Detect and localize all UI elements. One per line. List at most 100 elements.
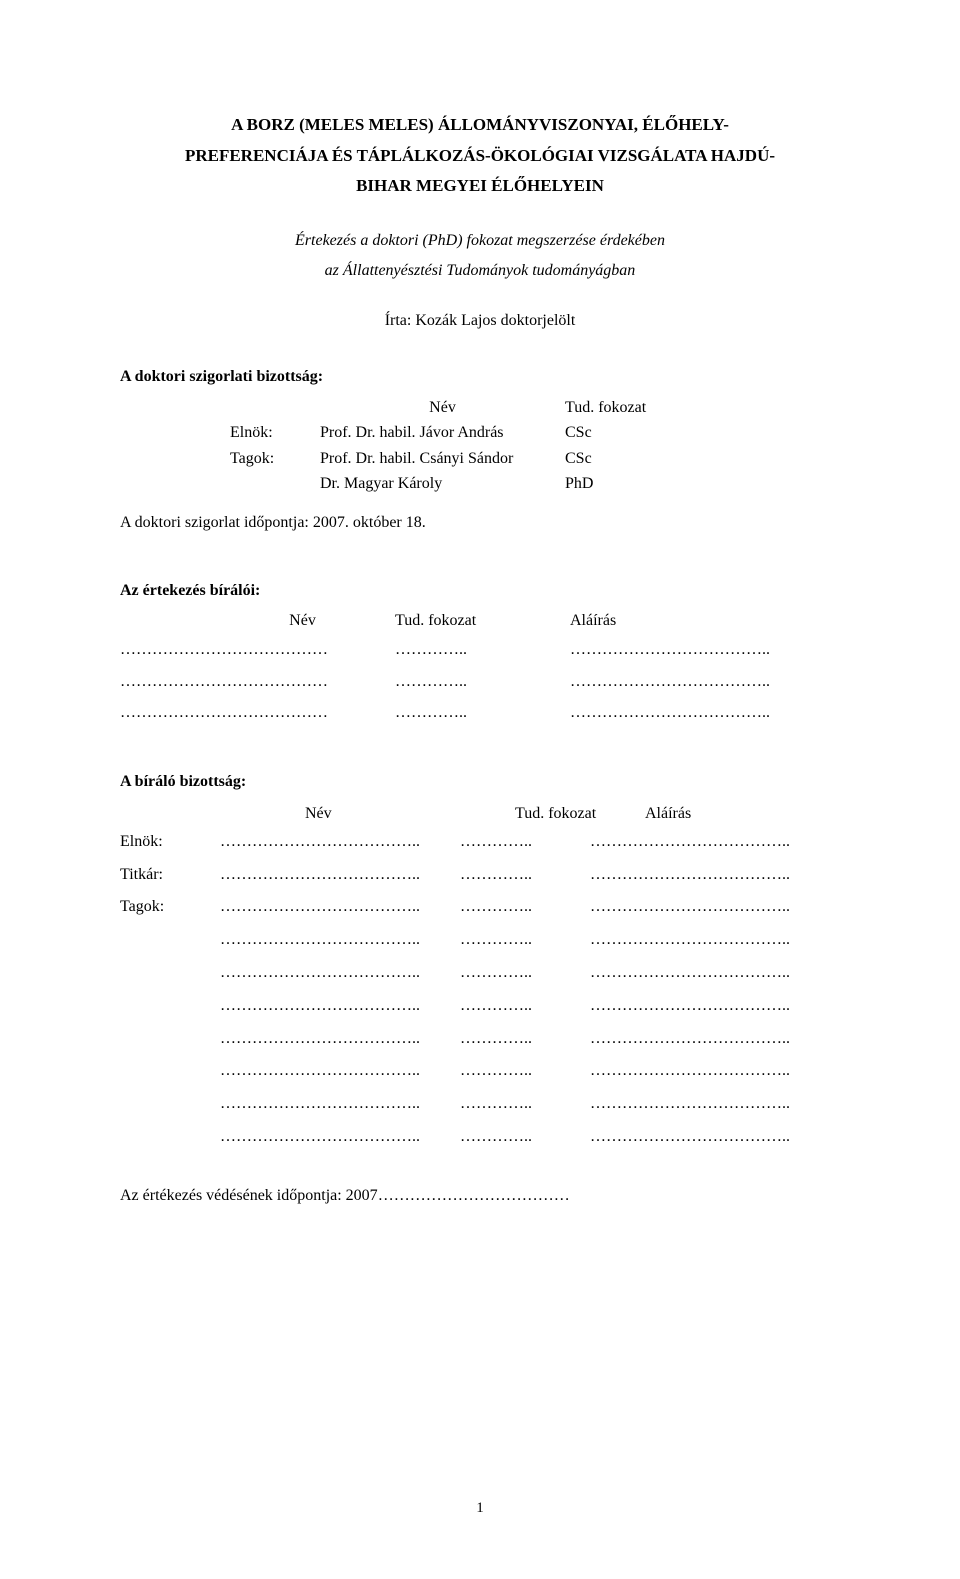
judging-name-dots: ……………………………….. <box>220 826 460 859</box>
judging-sig-dots: ……………………………….. <box>590 1088 840 1121</box>
judging-sig-header: Aláírás <box>645 802 840 826</box>
reviewer-degree-dots: ………….. <box>395 635 570 665</box>
reviewer-sig-header: Aláírás <box>570 609 840 633</box>
committee-row: Dr. Magyar Károly PhD <box>120 471 840 497</box>
reviewer-name-dots: ………………………………… <box>120 667 395 697</box>
judging-sig-dots: ……………………………….. <box>590 990 840 1023</box>
reviewer-degree-dots: ………….. <box>395 667 570 697</box>
judging-role <box>120 1121 220 1154</box>
judging-name-dots: ……………………………….. <box>220 859 460 892</box>
doctoral-committee-section: A doktori szigorlati bizottság: Név Tud.… <box>120 365 840 497</box>
page-number: 1 <box>0 1497 960 1520</box>
judging-name-dots: ……………………………….. <box>220 924 460 957</box>
judging-degree-dots: ………….. <box>460 1088 590 1121</box>
judging-role <box>120 957 220 990</box>
committee-degree: CSc <box>565 446 840 472</box>
judging-name-dots: ……………………………….. <box>220 891 460 924</box>
committee-name-header: Név <box>320 395 565 421</box>
judging-role <box>120 990 220 1023</box>
judging-role: Elnök: <box>120 826 220 859</box>
defense-date-label: Az értékezés védésének időpontja: 2007 <box>120 1187 378 1204</box>
reviewer-name-dots: ………………………………… <box>120 635 395 665</box>
committee-row: Tagok: Prof. Dr. habil. Csányi Sándor CS… <box>120 446 840 472</box>
judging-role <box>120 1088 220 1121</box>
judging-heading: A bíráló bizottság: <box>120 770 840 794</box>
reviewer-header: Név Tud. fokozat Aláírás <box>120 609 840 633</box>
judging-sig-dots: ……………………………….. <box>590 1055 840 1088</box>
committee-name: Prof. Dr. habil. Csányi Sándor <box>320 446 565 472</box>
judging-row: ……………………………….. ………….. ……………………………….. <box>120 1055 840 1088</box>
doctoral-committee-heading: A doktori szigorlati bizottság: <box>120 365 840 389</box>
reviewer-row: ………………………………… ………….. ……………………………….. <box>120 667 840 697</box>
judging-name-dots: ……………………………….. <box>220 1055 460 1088</box>
title-line-3: BIHAR MEGYEI ÉLŐHELYEIN <box>120 171 840 202</box>
judging-row: ……………………………….. ………….. ……………………………….. <box>120 924 840 957</box>
title-line-2: PREFERENCIÁJA ÉS TÁPLÁLKOZÁS-ÖKOLÓGIAI V… <box>120 141 840 172</box>
judging-degree-dots: ………….. <box>460 924 590 957</box>
committee-row: Elnök: Prof. Dr. habil. Jávor András CSc <box>120 420 840 446</box>
judging-degree-dots: ………….. <box>460 1121 590 1154</box>
judging-name-dots: ……………………………….. <box>220 990 460 1023</box>
committee-degree: PhD <box>565 471 840 497</box>
judging-sig-dots: ……………………………….. <box>590 1121 840 1154</box>
committee-role: Elnök: <box>120 420 320 446</box>
reviewer-sig-dots: ……………………………….. <box>570 667 840 697</box>
judging-sig-dots: ……………………………….. <box>590 859 840 892</box>
judging-degree-dots: ………….. <box>460 957 590 990</box>
thesis-subtitle: Értekezés a doktori (PhD) fokozat megsze… <box>120 226 840 287</box>
judging-row: Tagok: ……………………………….. ………….. ……………………………… <box>120 891 840 924</box>
committee-name: Dr. Magyar Károly <box>320 471 565 497</box>
exam-date: A doktori szigorlat időpontja: 2007. okt… <box>120 511 840 535</box>
reviewer-sig-dots: ……………………………….. <box>570 635 840 665</box>
judging-degree-dots: ………….. <box>460 990 590 1023</box>
judging-role <box>120 1023 220 1056</box>
reviewer-degree-dots: ………….. <box>395 698 570 728</box>
committee-header: Név Tud. fokozat <box>120 395 840 421</box>
judging-name-dots: ……………………………….. <box>220 957 460 990</box>
judging-name-header: Név <box>305 802 515 826</box>
judging-sig-dots: ……………………………….. <box>590 957 840 990</box>
committee-degree-header: Tud. fokozat <box>565 395 840 421</box>
reviewers-heading: Az értekezés bírálói: <box>120 579 840 603</box>
reviewer-degree-header: Tud. fokozat <box>395 609 570 633</box>
judging-row: Titkár: ……………………………….. ………….. …………………………… <box>120 859 840 892</box>
judging-degree-dots: ………….. <box>460 891 590 924</box>
judging-row: Elnök: ……………………………….. ………….. ……………………………… <box>120 826 840 859</box>
committee-role <box>120 471 320 497</box>
committee-role: Tagok: <box>120 446 320 472</box>
judging-sig-dots: ……………………………….. <box>590 1023 840 1056</box>
judging-row: ……………………………….. ………….. ……………………………….. <box>120 990 840 1023</box>
reviewer-row: ………………………………… ………….. ……………………………….. <box>120 698 840 728</box>
subtitle-line-2: az Állattenyésztési Tudományok tudományá… <box>120 256 840 286</box>
judging-degree-header: Tud. fokozat <box>515 802 645 826</box>
reviewer-row: ………………………………… ………….. ……………………………….. <box>120 635 840 665</box>
judging-section: A bíráló bizottság: Név Tud. fokozat Alá… <box>120 770 840 1154</box>
judging-degree-dots: ………….. <box>460 859 590 892</box>
judging-role <box>120 924 220 957</box>
judging-header: Név Tud. fokozat Aláírás <box>120 802 840 826</box>
committee-name: Prof. Dr. habil. Jávor András <box>320 420 565 446</box>
judging-row: ……………………………….. ………….. ……………………………….. <box>120 1121 840 1154</box>
thesis-title: A BORZ (MELES MELES) ÁLLOMÁNYVISZONYAI, … <box>120 110 840 202</box>
subtitle-line-1: Értekezés a doktori (PhD) fokozat megsze… <box>120 226 840 256</box>
author-line: Írta: Kozák Lajos doktorjelölt <box>120 309 840 333</box>
judging-row: ……………………………….. ………….. ……………………………….. <box>120 957 840 990</box>
defense-date: Az értékezés védésének időpontja: 2007……… <box>120 1184 840 1208</box>
judging-sig-dots: ……………………………….. <box>590 891 840 924</box>
judging-role <box>120 1055 220 1088</box>
judging-degree-dots: ………….. <box>460 1055 590 1088</box>
judging-role: Tagok: <box>120 891 220 924</box>
judging-name-dots: ……………………………….. <box>220 1121 460 1154</box>
judging-row: ……………………………….. ………….. ……………………………….. <box>120 1023 840 1056</box>
judging-name-dots: ……………………………….. <box>220 1088 460 1121</box>
title-line-1: A BORZ (MELES MELES) ÁLLOMÁNYVISZONYAI, … <box>120 110 840 141</box>
judging-degree-dots: ………….. <box>460 826 590 859</box>
judging-sig-dots: ……………………………….. <box>590 924 840 957</box>
committee-role-cell <box>120 395 320 421</box>
reviewer-sig-dots: ……………………………….. <box>570 698 840 728</box>
committee-degree: CSc <box>565 420 840 446</box>
judging-sig-dots: ……………………………….. <box>590 826 840 859</box>
reviewer-name-header: Név <box>120 609 395 633</box>
defense-date-dots: ……………………………… <box>378 1187 570 1204</box>
judging-name-dots: ……………………………….. <box>220 1023 460 1056</box>
